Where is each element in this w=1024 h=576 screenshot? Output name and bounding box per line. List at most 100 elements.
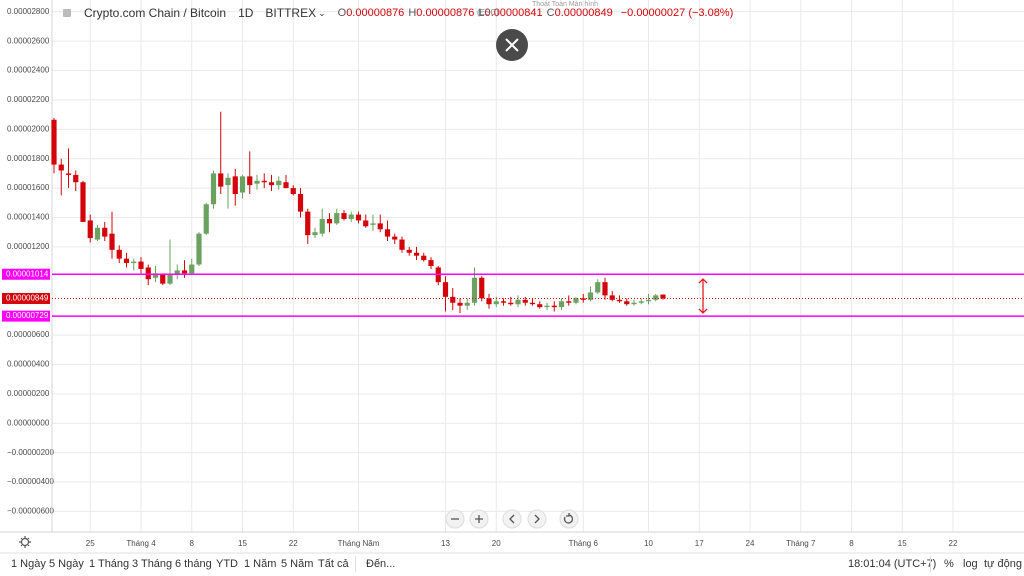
nav-button-bg (502, 509, 522, 529)
candle-body (537, 304, 543, 308)
candle-body (232, 176, 238, 194)
last-price-label-bg (2, 292, 50, 304)
log-button[interactable]: log (963, 558, 978, 570)
exchange[interactable]: BITTREX (265, 6, 317, 20)
price-line-label-bg (2, 310, 50, 322)
x-tick-label: 22 (949, 539, 958, 548)
nav-button[interactable] (559, 509, 579, 529)
nav-button-bg (559, 509, 579, 529)
candle-body (167, 274, 173, 284)
ohlc: O0.00000876 H0.00000876 L0.00000841 C0.0000… (338, 7, 613, 19)
candle-body (479, 277, 485, 299)
gear (20, 537, 30, 547)
candle-body (609, 295, 615, 300)
candle-body (442, 282, 449, 297)
candle-body (87, 220, 93, 239)
candle-body (645, 299, 652, 302)
change: −0.00000027 (−3.08%) (620, 7, 734, 19)
candle-body (305, 211, 311, 236)
nav-button-icon (509, 514, 515, 524)
candle-body (189, 264, 195, 274)
candle-body (616, 299, 623, 302)
chevron[interactable]: ⌄ (318, 7, 326, 18)
candle-body (515, 299, 521, 305)
candle-body (174, 270, 180, 275)
y-tick-label: 0.00002200 (7, 95, 50, 104)
nav-button[interactable] (502, 509, 522, 529)
ohlc-value: 0.00000841 (484, 7, 543, 19)
range-button[interactable]: 6 tháng (175, 558, 212, 570)
candle-body (413, 252, 420, 256)
x-tick-label: Tháng 7 (786, 539, 816, 548)
candle-body (638, 301, 644, 303)
range-button[interactable]: YTD (216, 558, 238, 570)
y-tick-label: −0.00000600 (7, 507, 54, 516)
x-tick-label: 22 (289, 539, 298, 548)
range-button[interactable]: 5 Năm (281, 558, 314, 570)
candle-body (203, 204, 209, 234)
candle-body (653, 295, 659, 300)
goto-button[interactable]: Đến... (366, 558, 396, 570)
auto-button[interactable]: tự động (984, 558, 1022, 570)
clock: 18:01:04 (UTC+7) (848, 558, 937, 570)
x-tick-label: 10 (644, 539, 653, 548)
candle-body (558, 301, 565, 308)
range-button[interactable]: 1 Năm (244, 558, 277, 570)
y-tick-label: 0.00000400 (7, 360, 50, 369)
percent-button[interactable]: % (944, 558, 954, 570)
settings-icon[interactable] (19, 536, 31, 548)
symbol-icon (63, 9, 71, 17)
candle-body (319, 218, 325, 234)
y-tick-label: 0.00001600 (7, 183, 50, 192)
separator (930, 556, 931, 572)
y-tick-label: −0.00000200 (7, 448, 54, 457)
symbol: Crypto.com Chain / Bitcoin (84, 6, 227, 20)
x-tick-label: Tháng Năm (338, 539, 380, 548)
nav-button[interactable] (445, 509, 465, 529)
y-tick-label: 0.00002800 (7, 7, 50, 16)
candle-body (218, 173, 224, 187)
range-button[interactable]: Tất cả (318, 558, 349, 570)
candle-body (573, 298, 579, 303)
y-tick-label: 0.00002400 (7, 66, 50, 75)
candle-body (348, 214, 354, 219)
x-tick-label: Tháng 6 (569, 539, 599, 548)
candle-body (450, 296, 456, 303)
candle-body (239, 176, 246, 193)
toolbar: 1 Ngày 5 Ngày 1 Tháng 3 Tháng 6 tháng YTD 1 Nă… (0, 553, 1024, 576)
candle-body (73, 174, 79, 183)
candle-body (247, 176, 253, 186)
gear-teeth (19, 536, 31, 548)
candle-body (500, 301, 507, 303)
candle-body (660, 294, 666, 299)
interval: 1D (238, 6, 254, 20)
candle-body (312, 232, 318, 236)
candle-body (587, 292, 594, 300)
nav-button[interactable] (527, 509, 547, 529)
nav-button[interactable] (469, 509, 489, 529)
candle-body (341, 213, 347, 219)
x-tick-label: 17 (695, 539, 704, 548)
exit-fullscreen-button[interactable] (496, 29, 528, 61)
x-tick-label: 20 (492, 539, 501, 548)
y-tick-label: 0.00000000 (7, 418, 50, 427)
range-button[interactable]: 1 Tháng (89, 558, 130, 570)
nav-button-icon (475, 515, 483, 523)
nav-button-bg (527, 509, 547, 529)
range-button[interactable]: 5 Ngày (49, 558, 84, 570)
y-tick-label: 0.00001800 (7, 154, 50, 163)
ohlc-label: H (408, 7, 417, 19)
candle-body (58, 164, 64, 171)
candle-body (334, 213, 340, 224)
candle-body (326, 218, 333, 224)
candle-body (595, 282, 601, 293)
x-tick-label: 8 (849, 539, 854, 548)
range-button[interactable]: 1 Ngày (11, 558, 46, 570)
candle-body (566, 301, 572, 303)
range-button[interactable]: 3 Tháng (132, 558, 173, 570)
price-line-label: 0.00000729 (6, 311, 49, 320)
candle-body (109, 233, 115, 250)
candle-body (544, 305, 550, 308)
candle-body (551, 305, 557, 308)
